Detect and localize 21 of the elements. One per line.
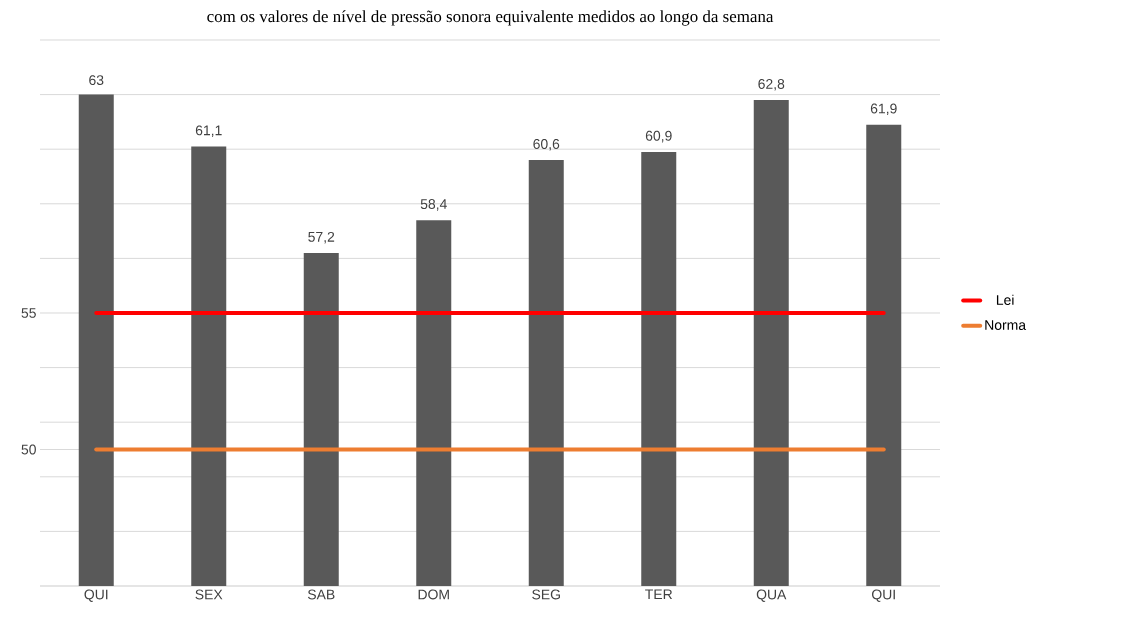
chart-title: com os valores de nível de pressão sonora equivalente medidos ao longo da semana bbox=[207, 10, 774, 26]
x-tick-label: SAB bbox=[307, 589, 335, 600]
y-tick-label: 55 bbox=[21, 308, 36, 318]
data-label: 62,8 bbox=[758, 79, 785, 91]
x-tick-label: DOM bbox=[418, 589, 449, 600]
data-label: 58,4 bbox=[420, 199, 447, 211]
x-tick-label: SEX bbox=[195, 589, 223, 600]
data-label: 63 bbox=[89, 75, 104, 86]
data-label: 61,9 bbox=[870, 103, 897, 116]
x-tick-label: QUI bbox=[872, 589, 895, 602]
data-label: 57,2 bbox=[308, 231, 335, 244]
data-label: 60,6 bbox=[533, 139, 560, 151]
x-tick-label: QUI bbox=[84, 589, 108, 602]
data-label: 61,1 bbox=[195, 125, 222, 137]
data-label: 60,9 bbox=[645, 130, 672, 143]
legend-label: Lei bbox=[996, 294, 1014, 305]
legend-label: Norma bbox=[985, 320, 1027, 330]
x-tick-label: SEG bbox=[532, 589, 560, 600]
y-tick-label: 50 bbox=[21, 444, 36, 455]
x-tick-label: TER bbox=[645, 589, 673, 600]
x-tick-label: QUA bbox=[756, 589, 787, 602]
